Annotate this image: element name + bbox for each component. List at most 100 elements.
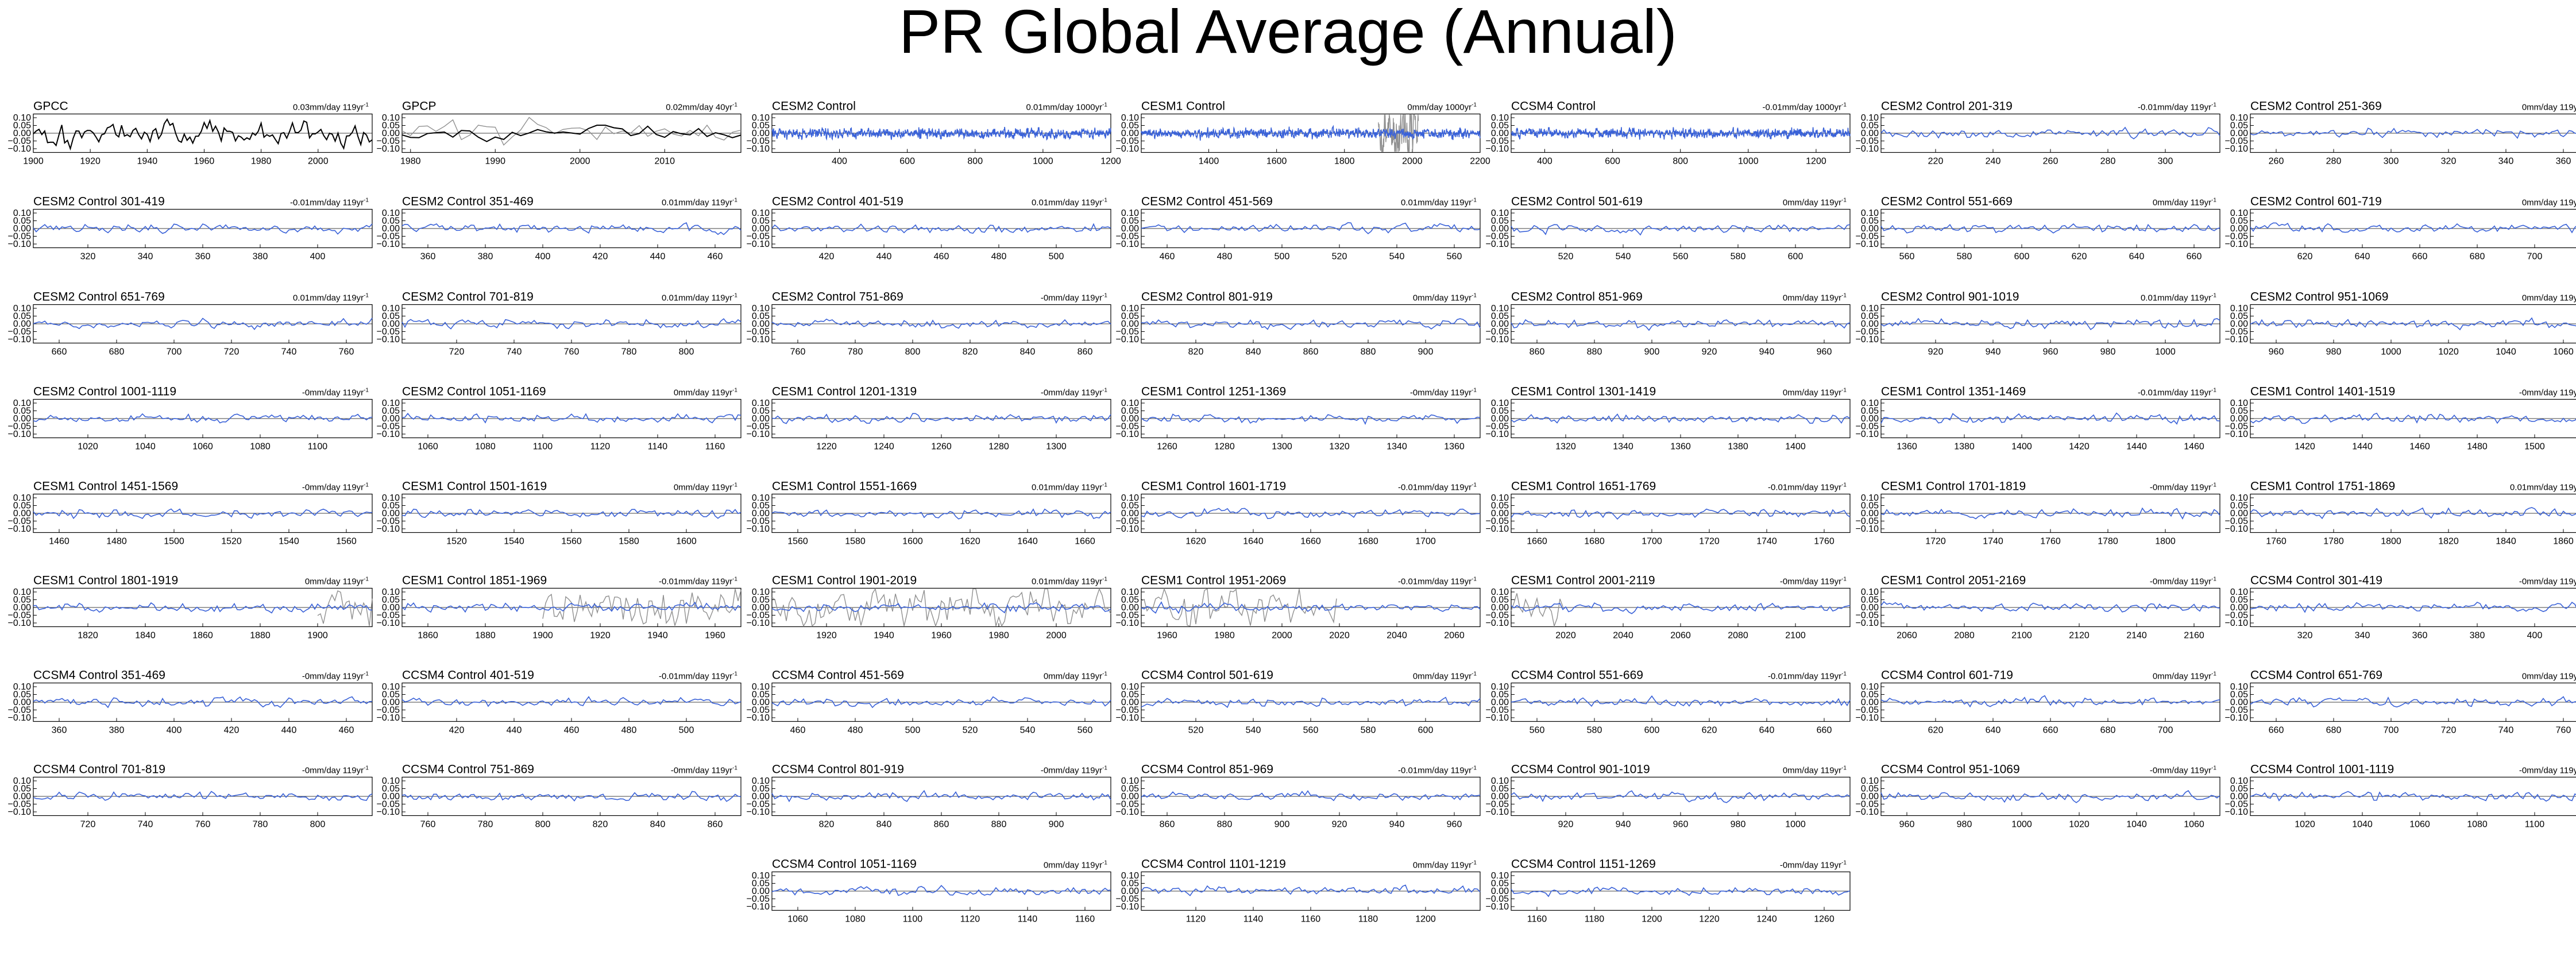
x-tick-label: 780 <box>478 820 493 830</box>
x-tick-label: 1560 <box>336 537 357 547</box>
y-tick-label: −0.10 <box>1856 618 1879 628</box>
y-tick-label: 0.00 <box>1121 792 1139 802</box>
x-tick-label: 1600 <box>676 537 697 547</box>
x-tick-label: 960 <box>1673 820 1689 830</box>
chart-panel: CESM1 Control 1301-1419 0mm/day 119yr-1 0.… <box>1486 385 1851 452</box>
x-tick-label: 880 <box>1217 820 1233 830</box>
x-tick-label: 480 <box>621 726 637 736</box>
y-tick-label: 0.10 <box>382 304 400 313</box>
y-tick-label: 0.00 <box>1121 224 1139 234</box>
x-tick-label: 1300 <box>1046 442 1067 452</box>
panel-title: CCSM4 Control 851-969 <box>1141 763 1273 776</box>
x-tick-label: 1740 <box>1983 537 2003 547</box>
panel-title: CESM2 Control <box>772 100 856 113</box>
panel-title: CCSM4 Control 351-469 <box>33 669 165 682</box>
trend-label: -0mm/day 119yr-1 <box>302 671 369 682</box>
y-tick-label: −0.10 <box>1856 807 1879 817</box>
y-tick-label: −0.10 <box>747 713 770 723</box>
trend-label: 0.01mm/day 119yr-1 <box>293 293 369 303</box>
x-tick-label: 360 <box>2556 157 2571 167</box>
panel-title: CESM1 Control 1801-1919 <box>33 574 178 587</box>
y-tick-label: 0.10 <box>2230 304 2248 313</box>
y-tick-label: −0.10 <box>1116 807 1140 817</box>
data-series <box>1880 790 2220 803</box>
panel-title: GPCP <box>402 100 437 113</box>
x-tick-label: 1800 <box>2381 537 2401 547</box>
chart-panel: CESM2 Control 1051-1169 0mm/day 119yr-1 0.… <box>377 385 741 452</box>
panel-title: CESM1 Control 2001-2119 <box>1511 574 1655 587</box>
x-tick-label: 2060 <box>1897 631 1917 641</box>
y-tick-label: 0.00 <box>13 224 31 234</box>
y-tick-label: 0.10 <box>382 208 400 218</box>
y-tick-label: 0.10 <box>752 682 770 692</box>
y-tick-label: −0.10 <box>1486 429 1509 439</box>
panel-title: CESM2 Control 401-519 <box>772 195 903 208</box>
x-tick-label: 1820 <box>2438 537 2459 547</box>
trend-label: 0mm/day 119yr-1 <box>1783 198 1847 208</box>
x-tick-label: 2000 <box>570 157 590 167</box>
x-tick-label: 680 <box>2470 252 2485 262</box>
x-tick-label: 2100 <box>1785 631 1806 641</box>
x-tick-label: 500 <box>1049 252 1064 262</box>
y-tick-label: −0.10 <box>8 429 32 439</box>
x-tick-label: 860 <box>1077 347 1093 357</box>
data-series <box>2250 222 2576 234</box>
y-tick-label: −0.10 <box>1486 902 1509 912</box>
x-tick-label: 1360 <box>1444 442 1465 452</box>
x-tick-label: 440 <box>281 726 297 736</box>
x-tick-label: 800 <box>1673 157 1688 167</box>
y-tick-label: 0.05 <box>752 407 770 416</box>
y-tick-label: −0.10 <box>1116 713 1140 723</box>
x-tick-label: 1000 <box>1738 157 1759 167</box>
x-tick-label: 1280 <box>988 442 1009 452</box>
y-tick-label: 0.00 <box>13 319 31 329</box>
x-tick-label: 520 <box>963 726 978 736</box>
trend-label: -0mm/day 119yr-1 <box>302 765 369 776</box>
x-tick-label: 1840 <box>135 631 156 641</box>
y-tick-label: 0.10 <box>1121 208 1139 218</box>
trend-label: 0mm/day 119yr-1 <box>1783 388 1847 398</box>
panel-title: CCSM4 Control 1151-1269 <box>1511 858 1656 871</box>
x-tick-label: 1560 <box>787 537 808 547</box>
trend-label: 0.01mm/day 119yr-1 <box>1032 482 1107 493</box>
x-tick-label: 540 <box>1020 726 1036 736</box>
x-tick-label: 740 <box>138 820 153 830</box>
x-tick-label: 980 <box>2326 347 2342 357</box>
y-tick-label: −0.05 <box>8 800 32 810</box>
trend-label: -0mm/day 119yr-1 <box>2519 388 2576 398</box>
y-tick-label: 0.10 <box>752 113 770 123</box>
x-tick-label: 1880 <box>250 631 271 641</box>
x-tick-label: 1220 <box>1699 915 1720 924</box>
y-tick-label: 0.00 <box>1491 509 1509 518</box>
y-tick-label: −0.10 <box>377 807 400 817</box>
y-tick-label: 0.05 <box>382 595 400 605</box>
y-tick-label: −0.05 <box>1856 232 1879 242</box>
chart-panel: CESM1 Control 1201-1319 -0mm/day 119yr-1 0… <box>747 385 1111 452</box>
chart-panel: CESM1 Control 2051-2169 -0mm/day 119yr-1 0… <box>1856 574 2220 641</box>
x-tick-label: 1000 <box>1033 157 1053 167</box>
y-tick-label: −0.05 <box>747 327 770 337</box>
panel-title: CCSM4 Control 701-819 <box>33 763 165 776</box>
data-series <box>401 222 741 235</box>
x-tick-label: 1140 <box>1243 915 1264 924</box>
data-series <box>2250 696 2576 708</box>
x-tick-label: 1240 <box>1756 915 1777 924</box>
y-tick-label: 0.10 <box>2230 113 2248 123</box>
y-tick-label: 0.05 <box>2230 216 2248 226</box>
x-tick-label: 420 <box>449 726 465 736</box>
trend-label: -0mm/day 119yr-1 <box>302 482 369 493</box>
data-series <box>771 508 1111 520</box>
chart-panel: CESM2 Control 901-1019 0.01mm/day 119yr-1… <box>1856 291 2220 357</box>
y-tick-label: 0.05 <box>13 595 31 605</box>
x-tick-label: 760 <box>2556 726 2571 736</box>
y-tick-label: −0.10 <box>377 429 400 439</box>
y-tick-label: 0.10 <box>1491 493 1509 503</box>
y-tick-label: 0.10 <box>1491 304 1509 313</box>
data-series <box>1511 319 1851 331</box>
y-tick-label: 0.10 <box>1121 682 1139 692</box>
x-tick-label: 600 <box>1788 252 1803 262</box>
y-tick-label: −0.05 <box>1856 517 1879 527</box>
x-tick-label: 800 <box>679 347 694 357</box>
y-tick-label: 0.00 <box>752 603 770 613</box>
y-tick-label: 0.05 <box>1861 784 1879 794</box>
